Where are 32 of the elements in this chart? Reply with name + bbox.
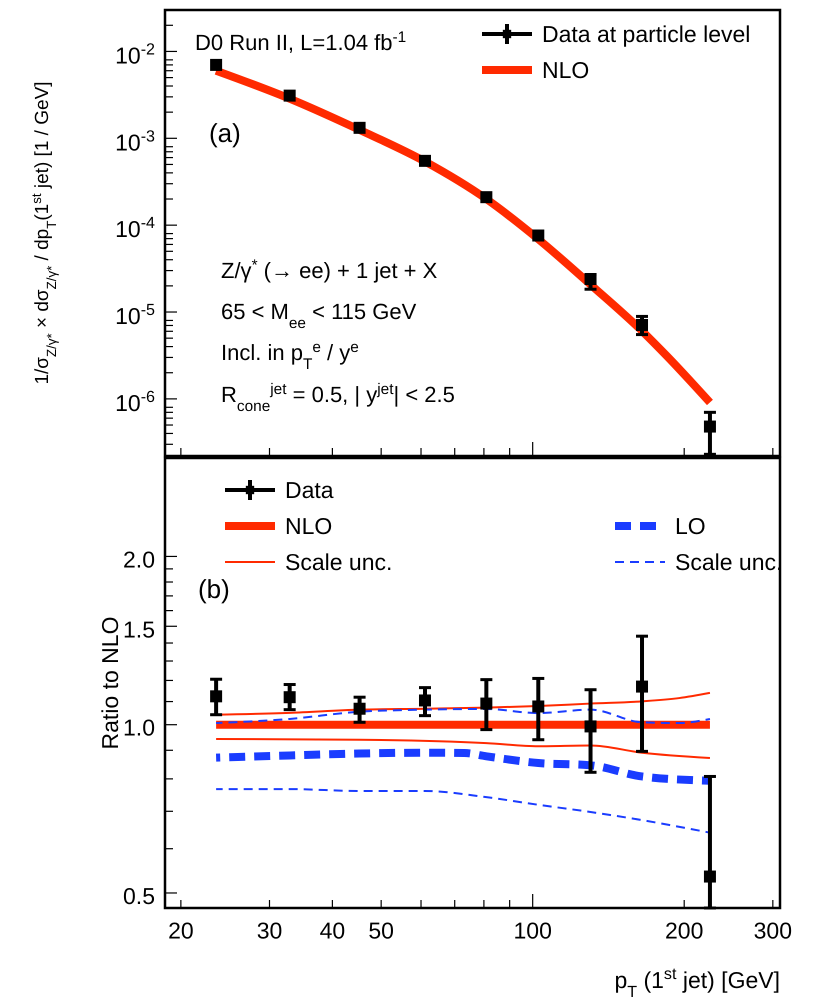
y-tick-label: 1.5 <box>123 616 155 642</box>
annotation: Z/γ$^{*}$ (→ ee) + 1 jet + X <box>221 256 438 283</box>
annotation: 65 < M$_{ee}$ < 115 GeV <box>221 299 417 332</box>
annotation: (a) <box>209 118 241 148</box>
x-axis-title: p$_{T}$ (1$^{st}$ jet) [GeV] <box>614 965 780 1000</box>
y-tick-label: 2.0 <box>123 546 155 572</box>
x-tick-label: 50 <box>368 917 394 944</box>
x-tick-label: 20 <box>168 917 194 944</box>
x-tick-label: 30 <box>256 917 282 944</box>
annotation: Incl. in p$_{T}$$^{e}$ / y$^{e}$ <box>221 338 359 372</box>
y-tick-label: 10$^{-5}$ <box>115 301 156 330</box>
legend-label: Data <box>285 477 334 503</box>
y-axis-title: Ratio to NLO <box>97 616 123 750</box>
y-tick-label: 10$^{-3}$ <box>115 127 156 156</box>
legend-label: Data at particle level <box>542 21 750 47</box>
legend-label: Scale unc. <box>285 549 392 575</box>
x-tick-label: 100 <box>513 917 552 944</box>
annotation: D0 Run II, L=1.04 fb$^{-1}$ <box>195 28 406 55</box>
annotation: R$_{cone}$$^{jet}$ = 0.5, | y$^{jet}$| < 2.5 <box>221 380 455 414</box>
y-tick-label: 1.0 <box>123 714 155 741</box>
y-tick-label: 10$^{-2}$ <box>115 40 156 68</box>
legend-label: LO <box>675 513 706 539</box>
y-tick-label: 0.5 <box>123 882 155 909</box>
y-tick-label: 10$^{-6}$ <box>115 388 156 416</box>
x-tick-label: 200 <box>665 917 704 944</box>
annotation: (b) <box>198 574 230 604</box>
x-tick-label: 40 <box>320 917 346 944</box>
legend-label: Scale unc. <box>675 549 782 575</box>
legend-label: NLO <box>542 57 590 83</box>
legend-label: NLO <box>285 513 332 539</box>
y-tick-label: 10$^{-4}$ <box>115 214 156 242</box>
x-tick-label: 300 <box>754 917 792 944</box>
